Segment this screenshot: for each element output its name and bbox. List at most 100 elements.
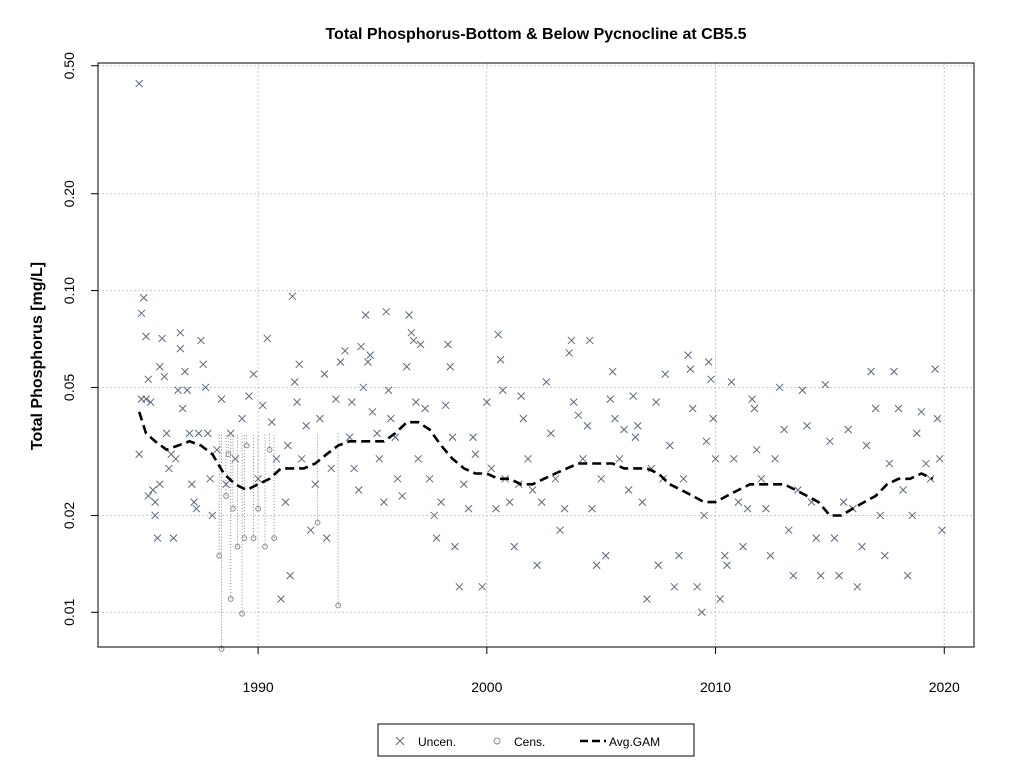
uncensored-point: [494, 330, 503, 339]
uncensored-point: [206, 474, 214, 483]
uncensored-point: [471, 450, 480, 459]
y-tick-label: 0.20: [61, 180, 77, 207]
uncensored-point: [146, 398, 155, 407]
uncensored-point: [375, 454, 384, 463]
uncensored-point: [871, 404, 880, 413]
uncensored-point: [700, 511, 708, 520]
uncensored-point: [890, 367, 898, 376]
uncensored-point: [238, 414, 246, 423]
uncensored-point: [409, 336, 418, 345]
uncensored-point: [267, 418, 276, 427]
uncensored-point: [149, 486, 157, 494]
uncensored-point: [510, 542, 519, 551]
uncensored-point: [643, 595, 651, 603]
uncensored-point: [373, 429, 381, 438]
uncensored-point: [169, 534, 178, 543]
uncensored-point: [448, 433, 457, 442]
uncensored-point: [357, 342, 365, 351]
uncensored-point: [155, 362, 164, 371]
legend-gam-label: Avg.GAM: [609, 735, 660, 749]
uncensored-point: [361, 311, 370, 319]
censored-point: [314, 519, 321, 526]
uncensored-point: [542, 378, 551, 386]
uncensored-points: [135, 79, 946, 617]
uncensored-point: [398, 492, 407, 500]
uncensored-point: [254, 474, 262, 483]
uncensored-point: [752, 445, 761, 454]
uncensored-point: [446, 362, 455, 371]
uncensored-point: [748, 395, 756, 403]
uncensored-point: [178, 404, 187, 413]
uncensored-point: [638, 498, 647, 506]
uncensored-point: [322, 534, 331, 543]
uncensored-point: [633, 421, 642, 430]
uncensored-point: [293, 398, 301, 407]
uncensored-point: [386, 414, 395, 423]
gam-line: [137, 411, 934, 517]
uncensored-point: [165, 464, 173, 473]
uncensored-point: [297, 454, 306, 463]
uncensored-point: [693, 582, 702, 591]
uncensored-point: [231, 454, 240, 463]
uncensored-point: [579, 454, 587, 463]
uncensored-point: [933, 414, 942, 423]
uncensored-point: [281, 498, 290, 506]
uncensored-point: [316, 414, 324, 423]
uncensored-point: [421, 404, 429, 413]
uncensored-point: [784, 526, 793, 535]
uncensored-point: [197, 336, 205, 345]
uncensored-point: [844, 425, 853, 434]
y-tick-label: 0.50: [61, 52, 77, 79]
y-tick-label: 0.05: [61, 374, 77, 401]
uncensored-point: [359, 383, 368, 392]
uncensored-point: [151, 498, 160, 506]
censored-point: [266, 446, 273, 453]
uncensored-point: [533, 561, 541, 570]
uncensored-point: [320, 370, 329, 378]
uncensored-point: [151, 511, 160, 520]
censored-point: [271, 535, 278, 542]
uncensored-point: [258, 401, 267, 410]
uncensored-point: [380, 498, 388, 506]
uncensored-point: [670, 582, 679, 591]
uncensored-point: [478, 582, 487, 591]
censored-point: [227, 596, 234, 602]
uncensored-point: [245, 392, 253, 400]
uncensored-point: [606, 395, 615, 403]
uncensored-point: [144, 492, 153, 500]
uncensored-point: [430, 511, 439, 520]
uncensored-point: [482, 398, 491, 407]
y-axis: 0.01 0.02 0.05 0.10 0.20 0.50: [61, 52, 98, 626]
uncensored-point: [487, 464, 496, 473]
uncensored-point: [496, 355, 505, 364]
uncensored-point: [302, 421, 310, 430]
uncensored-point: [171, 454, 180, 463]
censored-point: [335, 602, 342, 609]
uncensored-point: [743, 504, 752, 513]
uncensored-point: [139, 293, 148, 302]
uncensored-point: [176, 344, 185, 353]
uncensored-point: [880, 551, 889, 560]
uncensored-point: [679, 474, 688, 483]
uncensored-point: [505, 498, 514, 506]
uncensored-point: [569, 398, 578, 407]
uncensored-point: [405, 311, 413, 319]
uncensored-point: [199, 360, 208, 369]
uncensored-point: [393, 474, 402, 483]
uncensored-point: [885, 459, 894, 468]
grid: [98, 63, 974, 647]
uncensored-point: [547, 429, 555, 438]
uncensored-point: [185, 429, 194, 438]
uncensored-point: [492, 504, 500, 513]
chart-title: Total Phosphorus-Bottom & Below Pycnocli…: [325, 26, 746, 43]
y-tick-label: 0.10: [61, 277, 77, 304]
uncensored-point: [665, 441, 674, 450]
uncensored-point: [208, 511, 217, 520]
censored-point: [243, 442, 250, 449]
uncensored-point: [556, 526, 564, 535]
uncensored-point: [917, 407, 926, 416]
uncensored-point: [551, 474, 560, 483]
uncensored-point: [611, 414, 619, 423]
